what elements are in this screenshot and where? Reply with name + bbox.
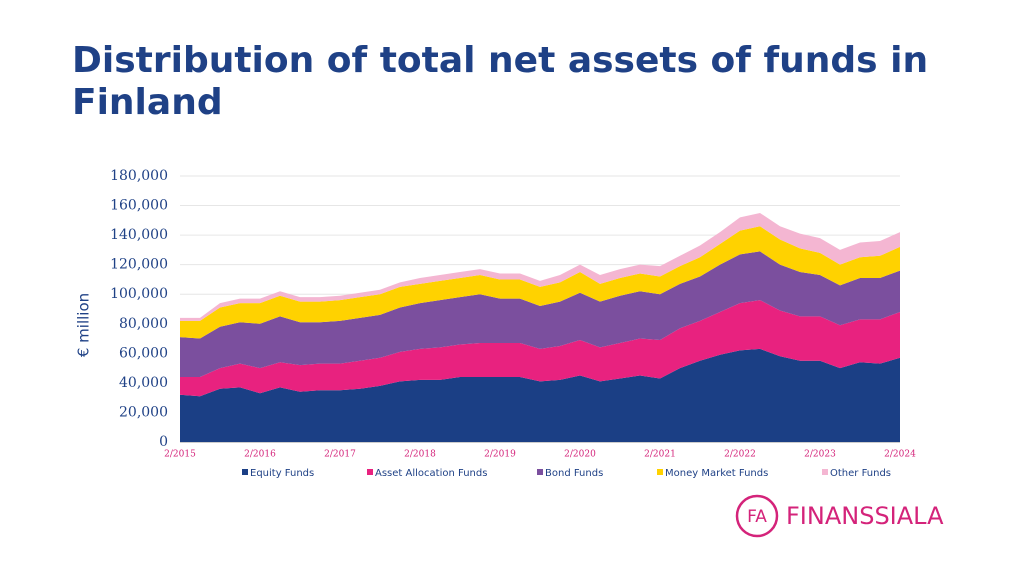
legend-swatch (367, 469, 373, 475)
legend-swatch (657, 469, 663, 475)
legend-swatch (537, 469, 543, 475)
y-tick-label: 160,000 (110, 198, 168, 214)
x-tick-label: 2/2017 (324, 450, 356, 460)
y-tick-label: 40,000 (119, 375, 168, 391)
x-tick-label: 2/2022 (724, 450, 756, 460)
legend-label: Money Market Funds (665, 468, 768, 479)
area (180, 226, 900, 339)
legend-label: Asset Allocation Funds (375, 468, 487, 479)
y-tick-label: 140,000 (110, 227, 168, 243)
x-tick-label: 2/2018 (404, 450, 436, 460)
legend-swatch (822, 469, 828, 475)
y-tick-label: 120,000 (110, 257, 168, 273)
x-tick-label: 2/2023 (804, 450, 836, 460)
logo-mark: FA (747, 507, 767, 527)
y-tick-label: 20,000 (119, 404, 168, 420)
area (180, 300, 900, 397)
y-tick-label: 180,000 (110, 168, 168, 184)
x-tick-label: 2/2020 (564, 450, 596, 460)
legend-label: Bond Funds (545, 468, 603, 479)
x-tick-label: 2/2016 (244, 450, 276, 460)
x-tick-label: 2/2024 (884, 450, 916, 460)
x-tick-label: 2/2015 (164, 450, 196, 460)
x-tick-label: 2/2021 (644, 450, 676, 460)
legend-label: Other Funds (830, 468, 891, 479)
y-tick-label: 0 (159, 434, 168, 450)
y-axis-label: € million (75, 293, 93, 357)
legend-swatch (242, 469, 248, 475)
y-tick-label: 80,000 (119, 316, 168, 332)
x-tick-label: 2/2019 (484, 450, 516, 460)
legend-label: Equity Funds (250, 468, 314, 479)
area (180, 212, 900, 321)
logo-ring (735, 494, 779, 538)
logo-text: FINANSSIALA (786, 502, 944, 530)
y-tick-label: 100,000 (110, 286, 168, 302)
area (180, 348, 900, 442)
y-tick-label: 60,000 (119, 345, 168, 361)
chart-title: Distribution of total net assets of fund… (72, 40, 929, 123)
area (180, 251, 900, 377)
